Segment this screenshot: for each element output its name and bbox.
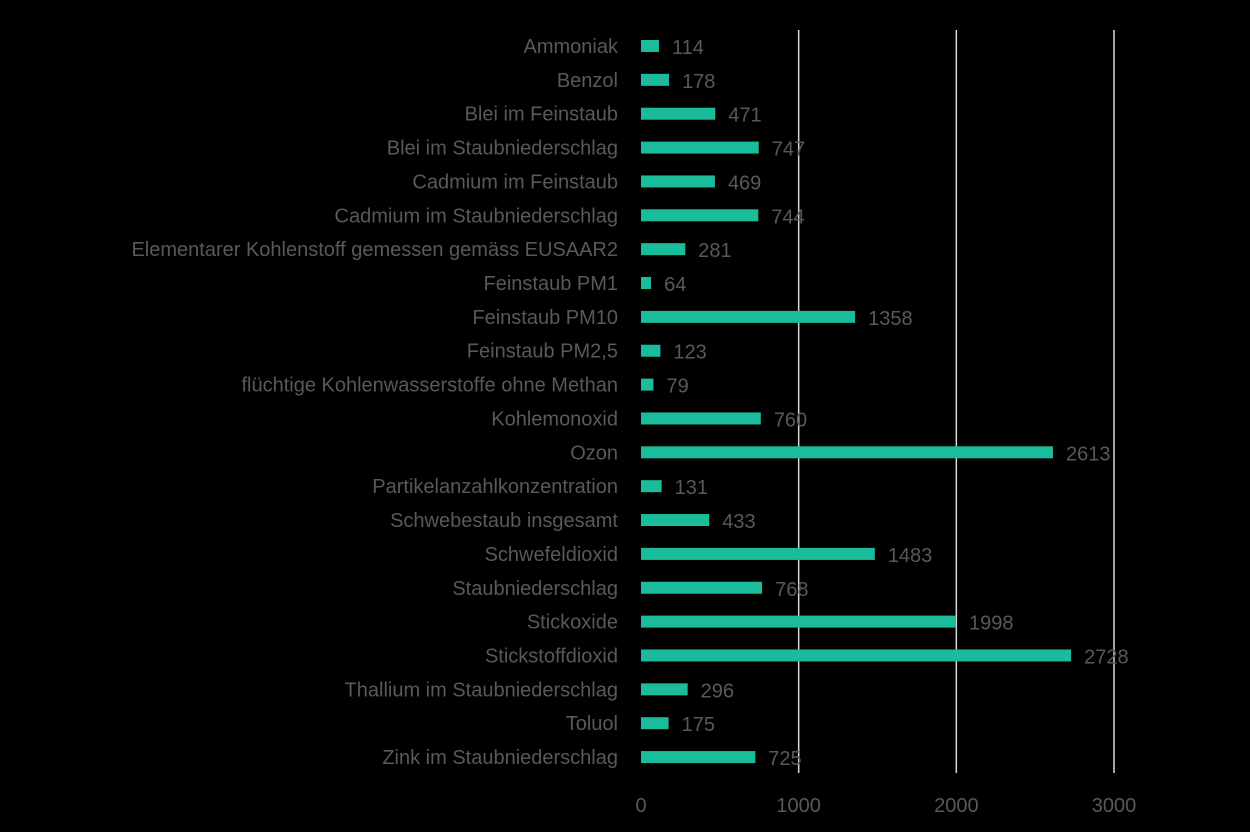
data-label: 747	[772, 139, 805, 161]
data-label: 768	[775, 579, 808, 601]
value-labels: 114 178 471 747 469 744 281 64 1358 123 79 760 2613 1…	[664, 37, 1129, 770]
data-label: 469	[728, 172, 761, 194]
data-label: 79	[666, 376, 688, 398]
data-label: 1483	[888, 545, 933, 567]
x-tick-label: 2000	[934, 795, 979, 817]
bar	[641, 649, 1072, 662]
data-label: 2728	[1084, 646, 1129, 668]
category-label: Partikelanzahlkonzentration	[372, 476, 618, 498]
bar	[641, 107, 716, 120]
category-label: Thallium im Staubniederschlag	[345, 679, 618, 701]
category-label: Cadmium im Feinstaub	[412, 171, 618, 193]
category-label: Elementarer Kohlenstoff gemessen gemäss …	[131, 239, 618, 261]
data-label: 760	[774, 409, 807, 431]
category-label: Ozon	[570, 442, 618, 464]
bar	[641, 683, 688, 696]
bar	[641, 310, 856, 323]
category-label: Zink im Staubniederschlag	[382, 747, 618, 769]
category-labels: Ammoniak Benzol Blei im Feinstaub Blei im S…	[131, 36, 619, 769]
bar	[641, 547, 875, 560]
data-label: 123	[673, 342, 706, 364]
data-label: 1998	[969, 613, 1014, 635]
gridlines	[797, 30, 1115, 773]
category-label: Stickoxide	[527, 612, 618, 634]
category-label: Cadmium im Staubniederschlag	[335, 205, 618, 227]
bar	[641, 73, 670, 86]
category-label: Staubniederschlag	[452, 578, 618, 600]
data-label: 725	[768, 748, 801, 770]
bar	[641, 40, 659, 52]
bar	[641, 344, 661, 357]
bar	[641, 446, 1053, 459]
x-axis-tick-labels: 0 1000 2000 3000	[635, 795, 1136, 817]
category-label: Toluol	[566, 713, 618, 735]
bar	[641, 277, 652, 290]
data-label: 281	[698, 240, 731, 262]
bar	[641, 615, 957, 628]
data-label: 1358	[868, 308, 913, 330]
bar	[641, 480, 662, 493]
data-label: 131	[675, 477, 708, 499]
bar	[641, 243, 686, 256]
category-label: Feinstaub PM1	[483, 273, 618, 295]
bar	[641, 514, 710, 527]
data-label: 433	[722, 511, 755, 533]
data-label: 296	[701, 680, 734, 702]
data-label: 175	[682, 714, 715, 736]
bar	[641, 581, 763, 594]
bar	[641, 209, 759, 222]
bar	[641, 412, 761, 425]
category-label: Stickstoffdioxid	[485, 645, 618, 667]
data-label: 114	[672, 37, 704, 59]
category-label: Benzol	[557, 70, 618, 92]
category-label: Kohlemonoxid	[491, 408, 618, 430]
category-label: flüchtige Kohlenwasserstoffe ohne Methan	[241, 375, 618, 397]
data-label: 471	[728, 105, 761, 127]
category-label: Ammoniak	[524, 36, 619, 58]
bar	[641, 141, 759, 154]
data-label: 64	[664, 274, 686, 296]
x-tick-label: 0	[635, 795, 646, 817]
category-label: Schwebestaub insgesamt	[390, 510, 618, 532]
bars	[641, 40, 1072, 764]
x-tick-label: 3000	[1092, 795, 1137, 817]
category-label: Blei im Staubniederschlag	[387, 138, 618, 160]
bar	[641, 378, 654, 391]
bar	[641, 717, 669, 730]
bar	[641, 751, 756, 764]
category-label: Feinstaub PM10	[472, 307, 618, 329]
data-label: 178	[682, 71, 715, 93]
data-label: 2613	[1066, 443, 1111, 465]
x-tick-label: 1000	[776, 795, 821, 817]
category-label: Schwefeldioxid	[485, 544, 618, 566]
category-label: Blei im Feinstaub	[465, 104, 618, 126]
data-label: 744	[771, 206, 804, 228]
bar	[641, 175, 715, 188]
category-label: Feinstaub PM2,5	[467, 341, 618, 363]
